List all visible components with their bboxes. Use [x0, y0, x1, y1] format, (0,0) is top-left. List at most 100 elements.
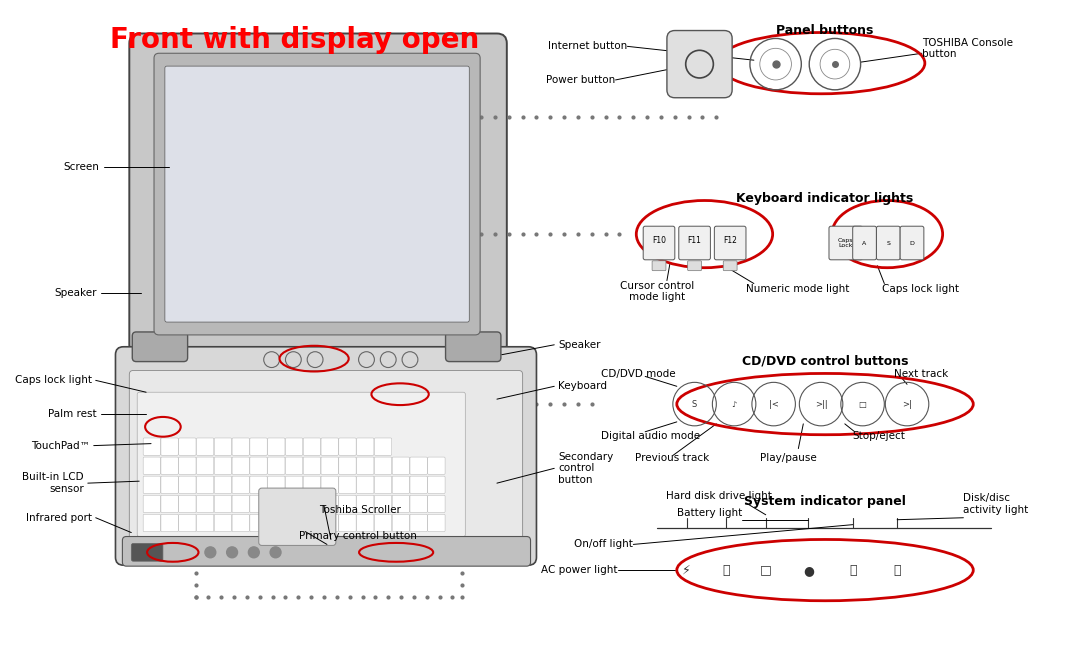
FancyBboxPatch shape — [410, 457, 428, 474]
FancyBboxPatch shape — [375, 476, 392, 493]
FancyBboxPatch shape — [652, 261, 666, 271]
Text: F12: F12 — [724, 236, 738, 244]
FancyBboxPatch shape — [321, 514, 338, 532]
FancyBboxPatch shape — [214, 514, 231, 532]
Text: Cursor control
mode light: Cursor control mode light — [620, 280, 694, 302]
Text: On/off light: On/off light — [575, 540, 633, 550]
FancyBboxPatch shape — [249, 514, 267, 532]
Text: S: S — [692, 400, 698, 409]
FancyBboxPatch shape — [132, 332, 188, 362]
Text: |<: |< — [769, 400, 779, 409]
FancyBboxPatch shape — [356, 495, 374, 512]
Text: Digital audio mode: Digital audio mode — [600, 431, 700, 441]
FancyBboxPatch shape — [428, 495, 445, 512]
Text: Toshiba Scroller: Toshiba Scroller — [319, 505, 401, 515]
FancyBboxPatch shape — [268, 457, 285, 474]
Text: Front with display open: Front with display open — [110, 26, 478, 54]
Text: □: □ — [859, 400, 866, 409]
FancyBboxPatch shape — [268, 438, 285, 455]
FancyBboxPatch shape — [375, 514, 392, 532]
Text: □: □ — [760, 563, 771, 576]
Circle shape — [205, 547, 216, 558]
FancyBboxPatch shape — [428, 457, 445, 474]
FancyBboxPatch shape — [321, 495, 338, 512]
FancyBboxPatch shape — [178, 438, 195, 455]
FancyBboxPatch shape — [130, 371, 523, 552]
Text: Screen: Screen — [64, 162, 99, 172]
Text: Previous track: Previous track — [635, 453, 710, 464]
Circle shape — [248, 547, 259, 558]
Text: Primary control button: Primary control button — [299, 531, 417, 540]
Text: Caps lock light: Caps lock light — [882, 284, 959, 293]
Text: Speaker: Speaker — [558, 340, 600, 350]
FancyBboxPatch shape — [410, 514, 428, 532]
FancyBboxPatch shape — [268, 514, 285, 532]
FancyBboxPatch shape — [303, 514, 321, 532]
FancyBboxPatch shape — [144, 476, 161, 493]
FancyBboxPatch shape — [339, 514, 356, 532]
FancyBboxPatch shape — [122, 536, 530, 566]
FancyBboxPatch shape — [285, 457, 302, 474]
Text: ♪: ♪ — [731, 400, 737, 409]
FancyBboxPatch shape — [392, 514, 409, 532]
Text: >||: >|| — [814, 400, 827, 409]
FancyBboxPatch shape — [285, 495, 302, 512]
FancyBboxPatch shape — [249, 476, 267, 493]
Text: AC power light: AC power light — [541, 565, 618, 575]
Text: ⏻: ⏻ — [723, 563, 730, 576]
FancyBboxPatch shape — [644, 226, 675, 260]
FancyBboxPatch shape — [144, 495, 161, 512]
Text: Internet button: Internet button — [549, 41, 627, 51]
FancyBboxPatch shape — [268, 495, 285, 512]
FancyBboxPatch shape — [724, 261, 737, 271]
FancyBboxPatch shape — [144, 514, 161, 532]
Text: ➿: ➿ — [893, 563, 901, 576]
FancyBboxPatch shape — [321, 476, 338, 493]
FancyBboxPatch shape — [339, 457, 356, 474]
Text: Power button: Power button — [546, 75, 616, 85]
FancyBboxPatch shape — [667, 31, 732, 98]
FancyBboxPatch shape — [144, 457, 161, 474]
Text: CD/DVD mode: CD/DVD mode — [600, 369, 675, 379]
FancyBboxPatch shape — [197, 476, 214, 493]
FancyBboxPatch shape — [232, 438, 249, 455]
FancyBboxPatch shape — [178, 476, 195, 493]
FancyBboxPatch shape — [375, 438, 392, 455]
Text: Panel buttons: Panel buttons — [777, 24, 874, 37]
FancyBboxPatch shape — [303, 457, 321, 474]
FancyBboxPatch shape — [232, 495, 249, 512]
Text: D: D — [909, 240, 915, 246]
FancyBboxPatch shape — [249, 495, 267, 512]
Text: ⚡: ⚡ — [683, 563, 691, 576]
Text: Hard disk drive light: Hard disk drive light — [666, 491, 772, 501]
FancyBboxPatch shape — [116, 346, 537, 565]
FancyBboxPatch shape — [130, 33, 507, 354]
FancyBboxPatch shape — [339, 438, 356, 455]
Text: Caps lock light: Caps lock light — [15, 375, 92, 385]
FancyBboxPatch shape — [249, 438, 267, 455]
FancyBboxPatch shape — [268, 476, 285, 493]
Text: Battery light: Battery light — [677, 508, 742, 517]
Text: Next track: Next track — [894, 369, 948, 379]
FancyBboxPatch shape — [197, 438, 214, 455]
FancyBboxPatch shape — [285, 438, 302, 455]
Text: Caps
Lock: Caps Lock — [838, 238, 853, 248]
Text: F10: F10 — [652, 236, 666, 244]
FancyBboxPatch shape — [678, 226, 711, 260]
FancyBboxPatch shape — [161, 476, 178, 493]
FancyBboxPatch shape — [392, 457, 409, 474]
FancyBboxPatch shape — [392, 495, 409, 512]
Text: System indicator panel: System indicator panel — [744, 495, 906, 508]
Text: Secondary
control
button: Secondary control button — [558, 452, 613, 485]
FancyBboxPatch shape — [232, 457, 249, 474]
FancyBboxPatch shape — [161, 438, 178, 455]
FancyBboxPatch shape — [144, 438, 161, 455]
Text: Disk/disc
activity light: Disk/disc activity light — [963, 493, 1028, 515]
FancyBboxPatch shape — [356, 514, 374, 532]
Text: S: S — [887, 240, 890, 246]
FancyBboxPatch shape — [410, 476, 428, 493]
FancyBboxPatch shape — [829, 226, 863, 260]
FancyBboxPatch shape — [356, 438, 374, 455]
FancyBboxPatch shape — [339, 476, 356, 493]
FancyBboxPatch shape — [178, 514, 195, 532]
